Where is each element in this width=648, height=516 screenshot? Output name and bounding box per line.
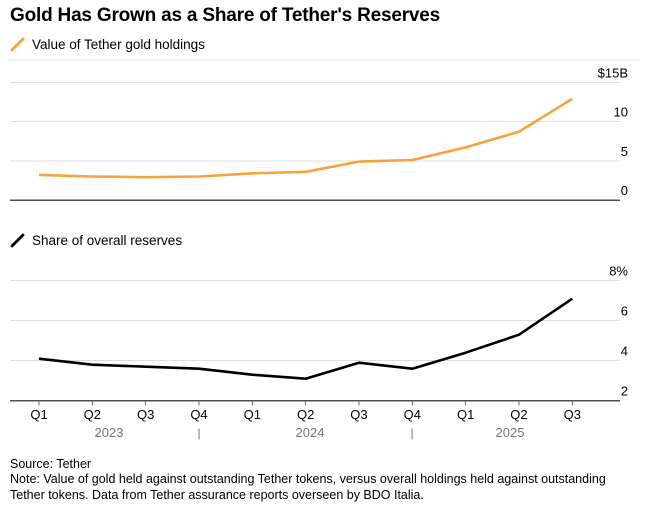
x-tick-label: Q3 [137,407,154,422]
series-line-share-reserves [38,297,574,381]
orange-slash-icon [10,37,25,52]
orange-line-swatch-icon [10,37,25,52]
year-divider: | [410,426,413,440]
legend-label-gold-value: Value of Tether gold holdings [32,37,205,52]
x-tick-label: Q3 [564,407,581,422]
year-label: 2024 [296,425,325,440]
black-line-swatch-icon [10,233,25,248]
footer: Source: Tether Note: Value of gold held … [10,457,622,503]
x-tick-label: Q1 [30,407,47,422]
year-divider: | [197,426,200,440]
x-tick-label: Q3 [350,407,367,422]
series-line-gold-value [38,97,573,179]
y-tick-label: 6 [621,304,628,319]
y-tick-label: 10 [614,105,628,120]
x-tick-label: Q2 [297,407,314,422]
y-tick-label: 0 [621,183,628,198]
chart-title: Gold Has Grown as a Share of Tether's Re… [10,5,441,26]
y-tick-label: 2 [621,384,628,399]
legend-label-share-reserves: Share of overall reserves [32,233,183,248]
y-tick-label: $15B [598,65,628,80]
source-line: Source: Tether [10,457,92,471]
x-tick-label: Q1 [457,407,474,422]
legend-gold-value: Value of Tether gold holdings [10,37,205,52]
x-tick-label: Q2 [84,407,101,422]
x-tick-label: Q4 [190,407,207,422]
legend-share-reserves: Share of overall reserves [10,233,182,248]
black-slash-icon [10,233,25,248]
x-tick-label: Q1 [244,407,261,422]
x-tick-label: Q2 [510,407,527,422]
note-text: Note: Value of gold held against outstan… [10,472,606,502]
year-label: 2023 [95,425,124,440]
year-label: 2025 [496,425,525,440]
x-tick-label: Q4 [404,407,421,422]
y-tick-label: 4 [621,344,628,359]
y-tick-label: 5 [621,144,628,159]
y-tick-label: 8% [609,264,628,279]
